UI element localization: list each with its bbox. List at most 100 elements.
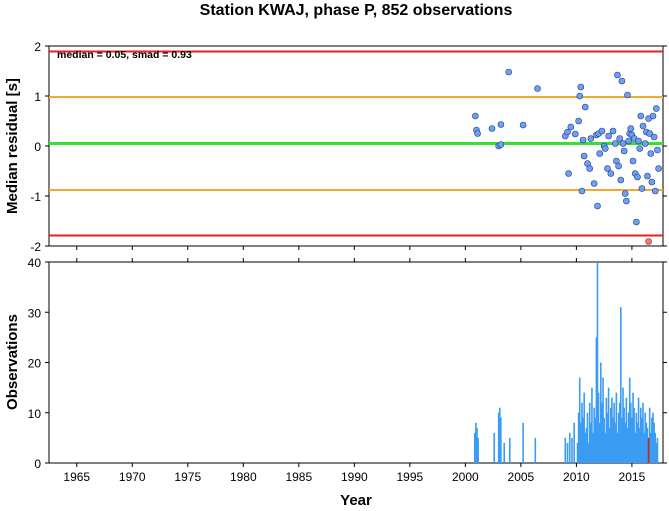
observation-bar bbox=[573, 422, 575, 463]
observation-bar bbox=[616, 432, 619, 463]
residual-point bbox=[618, 77, 626, 85]
residual-point bbox=[639, 122, 647, 130]
reference-lines bbox=[49, 50, 663, 237]
x-tick-label: 1975 bbox=[174, 470, 201, 484]
observation-bar bbox=[603, 417, 605, 463]
residual-point bbox=[650, 133, 658, 141]
residual-point bbox=[598, 127, 606, 135]
observation-bar bbox=[497, 412, 500, 463]
observation-bar bbox=[615, 392, 618, 463]
highlighted-observation-bar bbox=[647, 437, 650, 463]
residual-point bbox=[601, 145, 609, 152]
observation-bar bbox=[634, 432, 637, 463]
observation-bar bbox=[628, 377, 631, 463]
observation-bar bbox=[475, 422, 477, 463]
observation-bar bbox=[503, 442, 506, 463]
observation-bar bbox=[632, 392, 634, 463]
residual-point bbox=[644, 172, 651, 180]
x-tick-label: 1970 bbox=[119, 470, 146, 484]
observation-bar bbox=[597, 392, 600, 463]
residual-y-ticks: 2 1 0 -1 -2 bbox=[30, 40, 667, 254]
residual-point bbox=[614, 71, 621, 79]
observation-bar bbox=[649, 432, 652, 463]
observation-bar bbox=[587, 442, 590, 463]
observation-bar bbox=[608, 427, 611, 463]
residual-point bbox=[627, 125, 635, 132]
observation-bar bbox=[625, 397, 628, 463]
residual-panel-frame bbox=[48, 45, 664, 247]
observation-bar bbox=[593, 407, 595, 463]
observation-bar bbox=[621, 417, 623, 463]
residual-point bbox=[655, 165, 662, 172]
observation-bar bbox=[636, 422, 639, 463]
observation-bar bbox=[624, 422, 627, 463]
observation-bar bbox=[476, 427, 478, 463]
observation-bar bbox=[571, 437, 573, 463]
observation-bar bbox=[646, 427, 649, 463]
observation-bar bbox=[631, 417, 633, 463]
observation-bar bbox=[645, 422, 648, 463]
x-tick-label: 2015 bbox=[619, 470, 646, 484]
residual-panel: 2 1 0 -1 -2 median = 0.05, smad = 0.93 Media… bbox=[4, 40, 667, 254]
residual-point bbox=[623, 197, 630, 205]
y-tick-label: -2 bbox=[30, 240, 41, 254]
residual-point bbox=[633, 218, 640, 226]
observation-bar bbox=[620, 307, 622, 463]
x-tick-label: 1980 bbox=[230, 470, 257, 484]
observation-bar bbox=[613, 402, 615, 463]
observation-bar bbox=[612, 417, 614, 463]
observation-bar bbox=[656, 437, 659, 463]
observation-bar bbox=[644, 412, 647, 463]
observation-bar bbox=[652, 412, 654, 463]
observation-bar bbox=[653, 422, 655, 463]
year-x-ticks: 1965 1970 1975 1980 1985 1990 1995 2000 2005 2010… bbox=[63, 258, 646, 484]
residual-point bbox=[638, 185, 646, 192]
residual-point bbox=[647, 150, 655, 157]
residual-point bbox=[565, 170, 572, 177]
residual-point bbox=[604, 165, 611, 172]
residual-point bbox=[611, 140, 619, 147]
y-tick-label: 40 bbox=[28, 256, 42, 270]
observation-bar bbox=[626, 427, 629, 463]
residual-point bbox=[649, 112, 657, 120]
residual-point bbox=[488, 125, 496, 132]
y-tick-label: 0 bbox=[34, 140, 41, 154]
observation-bar bbox=[534, 437, 537, 463]
residual-point bbox=[607, 170, 615, 177]
residual-point bbox=[621, 190, 629, 197]
residual-point bbox=[651, 187, 659, 195]
stats-annotation: median = 0.05, smad = 0.93 bbox=[57, 49, 192, 61]
observation-bars bbox=[474, 262, 659, 463]
observation-bar bbox=[580, 422, 582, 463]
observations-panel-frame bbox=[48, 261, 664, 464]
observation-bar bbox=[639, 407, 642, 463]
residual-point bbox=[571, 130, 579, 138]
observation-bar bbox=[522, 422, 524, 463]
residual-point bbox=[609, 127, 617, 135]
observation-bar bbox=[627, 412, 630, 463]
observation-bar bbox=[498, 407, 501, 463]
observation-bar bbox=[591, 387, 593, 463]
observation-bar bbox=[618, 402, 621, 463]
residual-point bbox=[615, 162, 622, 170]
y-tick-label: 2 bbox=[34, 40, 41, 54]
observation-bar bbox=[566, 442, 569, 463]
residual-point bbox=[653, 105, 660, 112]
x-tick-label: 1985 bbox=[285, 470, 312, 484]
observation-bar bbox=[474, 432, 476, 463]
x-axis-label: Year bbox=[340, 492, 372, 509]
residual-point bbox=[581, 103, 589, 111]
y-tick-label: -1 bbox=[30, 190, 41, 204]
observation-bar bbox=[568, 432, 571, 463]
observation-bar bbox=[576, 442, 579, 463]
residual-point bbox=[474, 130, 481, 137]
observation-bar bbox=[654, 432, 657, 463]
observation-bar bbox=[594, 417, 597, 463]
observation-bar bbox=[602, 377, 604, 463]
observations-y-ticks: 40 30 20 10 0 bbox=[28, 256, 667, 471]
y-tick-label: 1 bbox=[34, 90, 41, 104]
x-tick-label: 2010 bbox=[563, 470, 590, 484]
observation-bar bbox=[477, 437, 479, 463]
residual-point bbox=[637, 112, 645, 120]
